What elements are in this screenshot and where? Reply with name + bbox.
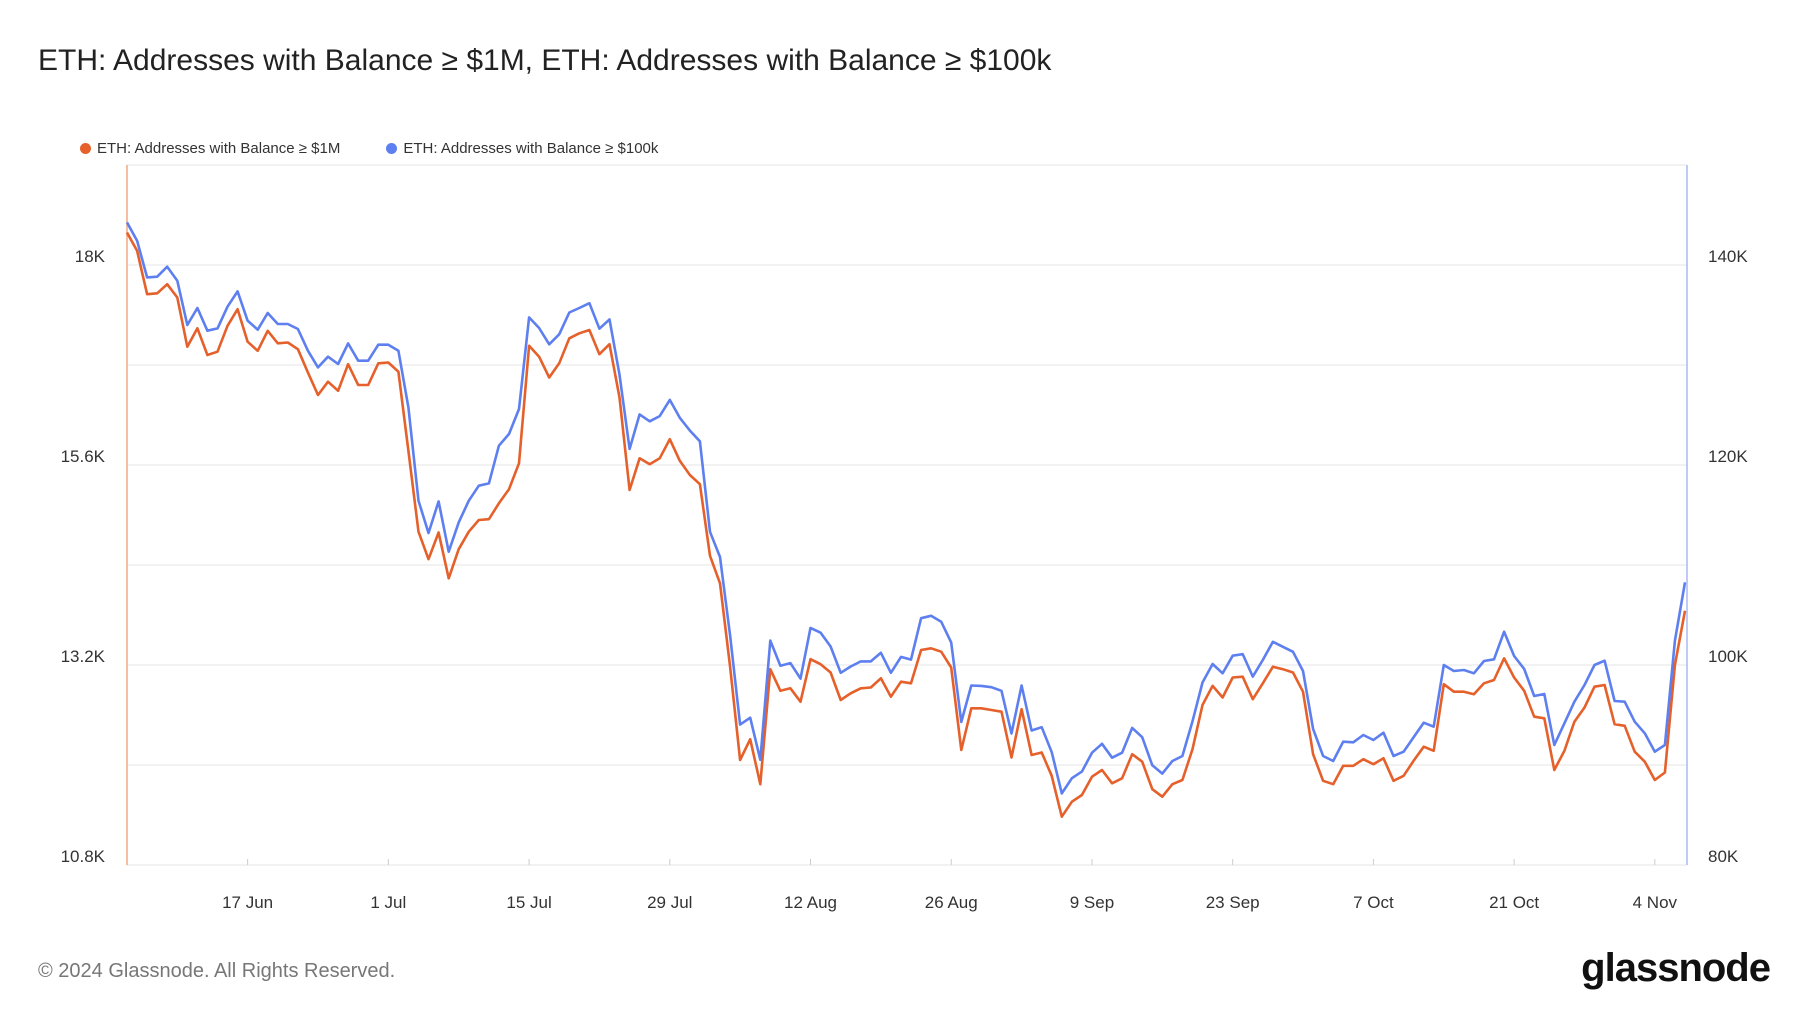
x-tick-label: 29 Jul <box>647 893 692 912</box>
x-tick-label: 17 Jun <box>222 893 273 912</box>
legend-marker-100k <box>386 143 398 154</box>
y-right-tick-label: 100K <box>1708 647 1748 666</box>
chart-title: ETH: Addresses with Balance ≥ $1M, ETH: … <box>38 44 1052 77</box>
legend-item-1m[interactable]: ETH: Addresses with Balance ≥ $1M <box>80 140 340 157</box>
x-tick-label: 23 Sep <box>1206 893 1260 912</box>
x-tick-label: 15 Jul <box>506 893 551 912</box>
x-tick-label: 1 Jul <box>370 893 406 912</box>
legend-item-100k[interactable]: ETH: Addresses with Balance ≥ $100k <box>386 140 658 157</box>
x-tick-label: 12 Aug <box>784 893 837 912</box>
x-tick-label: 7 Oct <box>1353 893 1394 912</box>
legend-label-1m: ETH: Addresses with Balance ≥ $1M <box>97 140 341 157</box>
x-tick-label: 9 Sep <box>1070 893 1114 912</box>
legend-marker-1m <box>80 143 91 154</box>
y-left-tick-label: 15.6K <box>61 447 106 466</box>
y-left-tick-label: 18K <box>75 247 106 266</box>
y-right-tick-label: 140K <box>1708 247 1748 266</box>
series-line-1m <box>125 231 1687 818</box>
y-left-tick-label: 10.8K <box>61 847 106 866</box>
y-right-tick-label: 120K <box>1708 447 1748 466</box>
glassnode-logo: glassnode <box>1581 946 1771 990</box>
y-right-tick-label: 80K <box>1708 847 1739 866</box>
x-tick-label: 26 Aug <box>925 893 978 912</box>
legend-label-100k: ETH: Addresses with Balance ≥ $100k <box>403 140 659 157</box>
legend: ETH: Addresses with Balance ≥ $1M ETH: A… <box>80 140 658 157</box>
series-line-100k <box>125 221 1687 795</box>
x-tick-label: 4 Nov <box>1633 893 1678 912</box>
y-left-tick-label: 13.2K <box>61 647 106 666</box>
copyright-footer: © 2024 Glassnode. All Rights Reserved. <box>38 960 396 982</box>
x-tick-label: 21 Oct <box>1489 893 1539 912</box>
